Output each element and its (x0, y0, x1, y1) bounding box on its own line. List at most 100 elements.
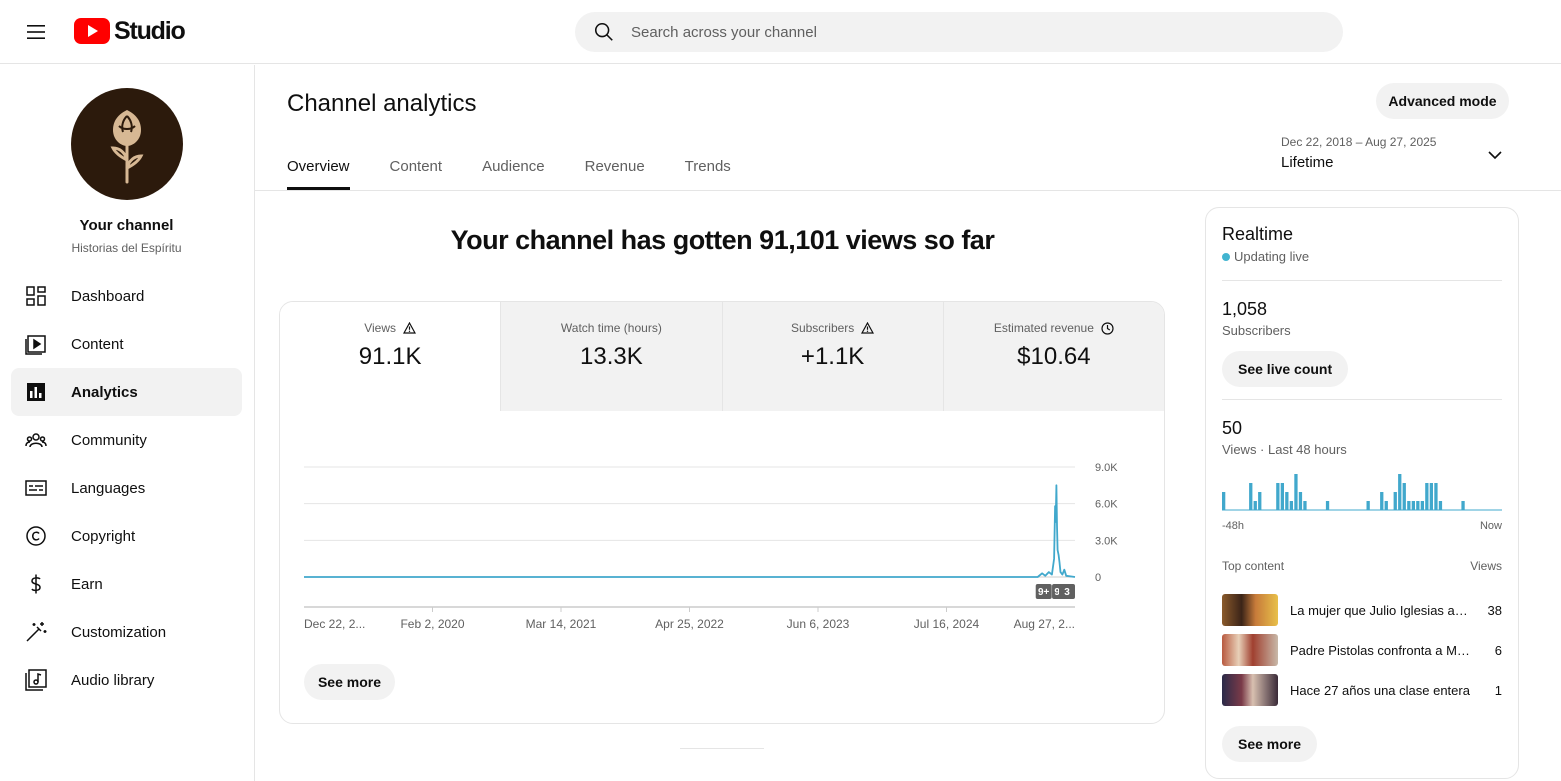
community-icon (24, 428, 48, 452)
sidebar-item-languages[interactable]: Languages (11, 464, 242, 512)
video-views: 6 (1494, 642, 1502, 658)
sidebar-item-copyright[interactable]: Copyright (11, 512, 242, 560)
metric-value: 13.3K (580, 343, 643, 370)
realtime-bar (1402, 483, 1406, 510)
video-title: Padre Pistolas confronta a Maduro (1290, 642, 1470, 658)
metric-label-row: Estimated revenue (944, 321, 1164, 335)
y-tick-label: 6.0K (1095, 499, 1118, 511)
search-input[interactable] (631, 23, 1311, 41)
metric-label-row: Subscribers (723, 321, 943, 335)
metric-label-row: Views (280, 321, 500, 335)
sidebar-item-earn[interactable]: Earn (11, 560, 242, 608)
metric-subscribers[interactable]: Subscribers +1.1K (721, 302, 943, 411)
sidebar-item-community[interactable]: Community (11, 416, 242, 464)
metric-label: Estimated revenue (993, 321, 1094, 335)
audio-library-icon (24, 668, 48, 692)
realtime-bar (1398, 474, 1402, 510)
chevron-down-icon (1488, 151, 1502, 160)
analytics-icon (24, 380, 48, 404)
video-thumbnail (1222, 594, 1278, 626)
tab-audience[interactable]: Audience (482, 158, 545, 175)
tab-content[interactable]: Content (389, 158, 443, 175)
tab-overview[interactable]: Overview (287, 148, 350, 190)
realtime-bar (1303, 501, 1307, 510)
customization-icon (24, 620, 48, 644)
realtime-bar (1298, 492, 1303, 510)
realtime-bar (1276, 483, 1280, 510)
channel-avatar[interactable] (71, 88, 183, 200)
sidebar-item-label: Community (71, 431, 147, 449)
metric-watch-time[interactable]: Watch time (hours) 13.3K (500, 302, 722, 411)
x-tick-label: Feb 2, 2020 (400, 617, 464, 631)
video-thumbnail (1222, 674, 1278, 706)
sidebar-item-label: Audio library (71, 671, 155, 689)
realtime-status: Updating live (1222, 249, 1309, 264)
warning-icon (403, 322, 417, 334)
annotation-marker-label: 3 (1064, 587, 1070, 598)
top-content-row[interactable]: La mujer que Julio Iglesias abandonó 38 (1222, 594, 1502, 626)
see-more-button[interactable]: See more (304, 664, 395, 700)
annotation-marker-label: 9+ (1038, 587, 1050, 598)
search-bar[interactable] (575, 12, 1343, 52)
annotation-marker (1035, 584, 1052, 599)
warning-icon (861, 322, 875, 334)
date-range-label: Lifetime (1281, 154, 1334, 171)
y-tick-label: 0 (1095, 572, 1101, 584)
sidebar-item-label: Content (71, 335, 124, 353)
views-series-line (304, 484, 1076, 578)
metric-views[interactable]: Views 91.1K (280, 302, 501, 411)
realtime-views-bars (1222, 474, 1502, 511)
date-range-dates: Dec 22, 2018 – Aug 27, 2025 (1281, 135, 1437, 149)
x-tick-label: Jun 6, 2023 (787, 617, 850, 631)
dashboard-icon (24, 284, 48, 308)
overview-card: Views 91.1K Watch time (hours) 13.3K Sub… (279, 301, 1165, 724)
realtime-bar (1393, 492, 1397, 510)
sidebar-item-dashboard[interactable]: Dashboard (11, 272, 242, 320)
top-content-row[interactable]: Hace 27 años una clase entera 1 (1222, 674, 1502, 706)
realtime-see-more-button[interactable]: See more (1222, 726, 1318, 762)
hamburger-menu-button[interactable] (16, 12, 56, 52)
sidebar-item-analytics[interactable]: Analytics (11, 368, 242, 416)
video-views: 1 (1494, 682, 1502, 698)
sidebar-item-label: Customization (71, 623, 167, 641)
sidebar-item-content[interactable]: Content (11, 320, 242, 368)
annotation-marker (1059, 584, 1075, 599)
realtime-bar (1280, 483, 1284, 510)
metric-value: $10.64 (1017, 343, 1091, 370)
sidebar-item-label: Languages (71, 479, 146, 497)
video-title: La mujer que Julio Iglesias abandonó (1290, 602, 1470, 618)
realtime-bar (1425, 483, 1429, 510)
realtime-bar (1420, 501, 1424, 510)
sidebar-item-label: Earn (71, 575, 103, 593)
studio-logo[interactable]: Studio (74, 16, 186, 46)
advanced-mode-button[interactable]: Advanced mode (1376, 83, 1509, 119)
see-live-count-button[interactable]: See live count (1222, 351, 1349, 387)
video-views: 38 (1487, 602, 1502, 618)
x-tick-label: Aug 27, 2... (1014, 617, 1075, 631)
metric-estimated-revenue[interactable]: Estimated revenue $10.64 (942, 302, 1164, 411)
sidebar-item-customization[interactable]: Customization (11, 608, 242, 656)
rose-icon (110, 110, 144, 184)
realtime-status-text: Updating live (1234, 249, 1310, 264)
sidebar-item-label: Dashboard (71, 287, 145, 305)
metric-label: Views (364, 321, 397, 335)
tab-trends[interactable]: Trends (684, 158, 731, 175)
views-chart-svg: 9.0K 6.0K 3.0K 0 Dec 22, 2... Feb 2, 2020 Mar … (304, 462, 1118, 631)
realtime-bar (1285, 492, 1289, 510)
realtime-bar (1411, 501, 1415, 510)
sidebar: Your channel Historias del Espíritu Dash… (0, 65, 255, 781)
sidebar-item-audio-library[interactable]: Audio library (11, 656, 242, 704)
realtime-bar (1384, 501, 1388, 510)
top-bar: Studio (0, 0, 1561, 64)
sidebar-item-label: Analytics (71, 383, 138, 401)
realtime-bar (1325, 501, 1330, 510)
copyright-icon (24, 524, 48, 548)
menu-icon (27, 25, 45, 39)
realtime-bar (1249, 483, 1253, 510)
video-thumbnail (1222, 634, 1278, 666)
top-content-row[interactable]: Padre Pistolas confronta a Maduro 6 (1222, 634, 1502, 666)
realtime-bar (1407, 501, 1411, 510)
date-range-picker[interactable]: Dec 22, 2018 – Aug 27, 2025 Lifetime (1281, 135, 1509, 179)
realtime-bar (1366, 501, 1370, 510)
tab-revenue[interactable]: Revenue (584, 158, 645, 175)
